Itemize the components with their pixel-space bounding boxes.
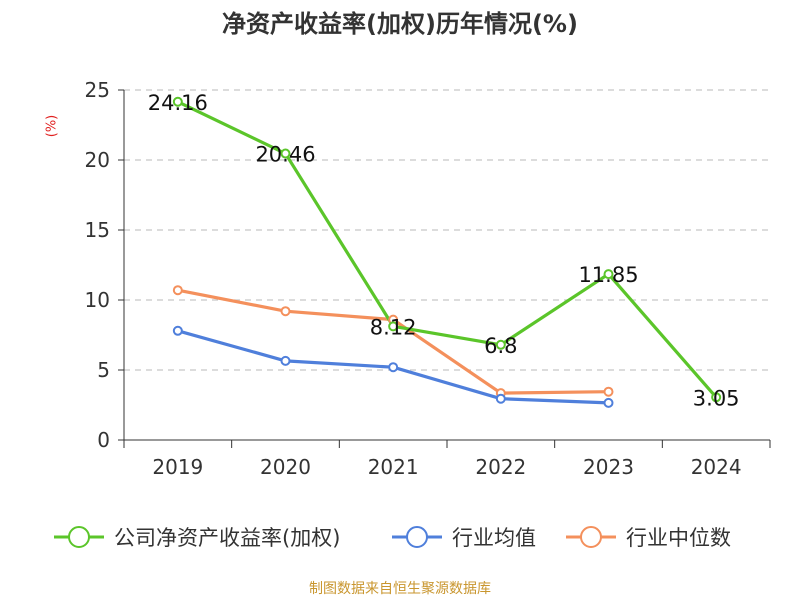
legend-label: 行业均值	[452, 526, 536, 550]
data-point	[603, 269, 614, 280]
x-tick-label: 2020	[260, 455, 311, 479]
data-label: 11.85	[578, 263, 638, 287]
legend-marker	[68, 526, 90, 548]
y-tick-label: 25	[85, 78, 110, 102]
data-point	[172, 285, 183, 296]
x-tick-label: 2024	[691, 455, 742, 479]
data-point	[172, 96, 183, 107]
data-point	[388, 362, 399, 373]
x-tick-label: 2021	[368, 455, 419, 479]
legend-marker	[580, 526, 602, 548]
data-label: 20.46	[255, 143, 315, 167]
y-tick-label: 10	[85, 288, 110, 312]
data-point	[603, 397, 614, 408]
series-line	[177, 100, 718, 399]
data-point	[280, 306, 291, 317]
chart-title: 净资产收益率(加权)历年情况(%)	[222, 10, 578, 38]
data-point	[280, 355, 291, 366]
legend: 公司净资产收益率(加权) 行业均值 行业中位数	[54, 526, 731, 550]
series-line	[177, 288, 609, 395]
y-tick-label: 0	[97, 428, 110, 452]
data-point	[172, 325, 183, 336]
data-points	[172, 96, 722, 408]
data-label: 6.8	[484, 334, 517, 358]
data-point	[280, 148, 291, 159]
x-tick-label: 2019	[152, 455, 203, 479]
data-labels: 24.16 20.46 8.12 6.8 11.85 3.05	[148, 91, 740, 411]
data-label: 3.05	[693, 386, 740, 410]
source-note: 制图数据来自恒生聚源数据库	[309, 581, 491, 597]
y-tick-label: 5	[97, 358, 110, 382]
axes: 0 5 10 15 20 25 2019 2020 2021 2022 2023 2024	[85, 78, 771, 479]
y-tick-label: 15	[85, 218, 110, 242]
legend-label: 行业中位数	[626, 526, 731, 550]
data-label: 24.16	[148, 91, 208, 115]
grid-lines	[124, 89, 770, 371]
y-tick-label: 20	[85, 148, 110, 172]
data-point	[495, 393, 506, 404]
x-tick-label: 2023	[583, 455, 634, 479]
legend-label: 公司净资产收益率(加权)	[114, 526, 340, 550]
data-point	[495, 339, 506, 350]
data-point	[711, 392, 722, 403]
data-point	[388, 321, 399, 332]
data-label: 8.12	[370, 315, 417, 339]
x-tick-label: 2022	[475, 455, 526, 479]
data-point	[603, 386, 614, 397]
legend-marker	[406, 526, 428, 548]
